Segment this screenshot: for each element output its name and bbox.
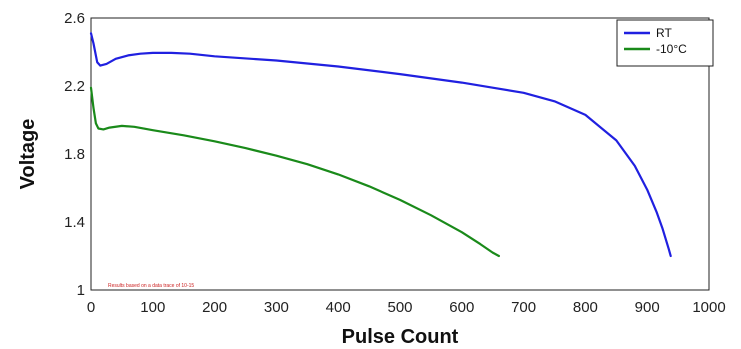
x-tick-label: 300 xyxy=(264,299,289,316)
legend-box xyxy=(616,19,714,67)
legend: RT -10°C xyxy=(616,19,714,67)
series-line-0 xyxy=(89,32,672,258)
x-tick-labels: 0 100 200 300 400 500 600 700 800 900 1000 xyxy=(87,299,726,316)
chart-note: Results based on a data trace of 10-15 xyxy=(108,283,194,289)
plot-frame xyxy=(90,17,710,291)
x-tick-label: 200 xyxy=(202,299,227,316)
legend-label: RT xyxy=(656,26,672,40)
x-axis-title: Pulse Count xyxy=(342,326,459,348)
x-tick-label: 400 xyxy=(326,299,351,316)
y-tick-label: 2.2 xyxy=(64,78,85,95)
plot-area xyxy=(90,17,710,291)
y-tick-label: 2.6 xyxy=(64,10,85,27)
y-tick-labels: 1 1.4 1.8 2.2 2.6 xyxy=(64,10,85,299)
y-tick-label: 1 xyxy=(77,282,85,299)
x-tick-label: 100 xyxy=(140,299,165,316)
x-tick-label: 700 xyxy=(511,299,536,316)
y-axis-title: Voltage xyxy=(17,119,39,190)
x-tick-label: 600 xyxy=(449,299,474,316)
y-tick-label: 1.4 xyxy=(64,214,85,231)
x-tick-label: 500 xyxy=(387,299,412,316)
x-tick-label: 900 xyxy=(635,299,660,316)
series-layer xyxy=(89,32,672,258)
legend-label: -10°C xyxy=(656,42,687,56)
series-line-1 xyxy=(89,86,500,258)
x-tick-label: 1000 xyxy=(692,299,725,316)
x-tick-label: 800 xyxy=(573,299,598,316)
y-tick-label: 1.8 xyxy=(64,146,85,163)
x-tick-label: 0 xyxy=(87,299,95,316)
